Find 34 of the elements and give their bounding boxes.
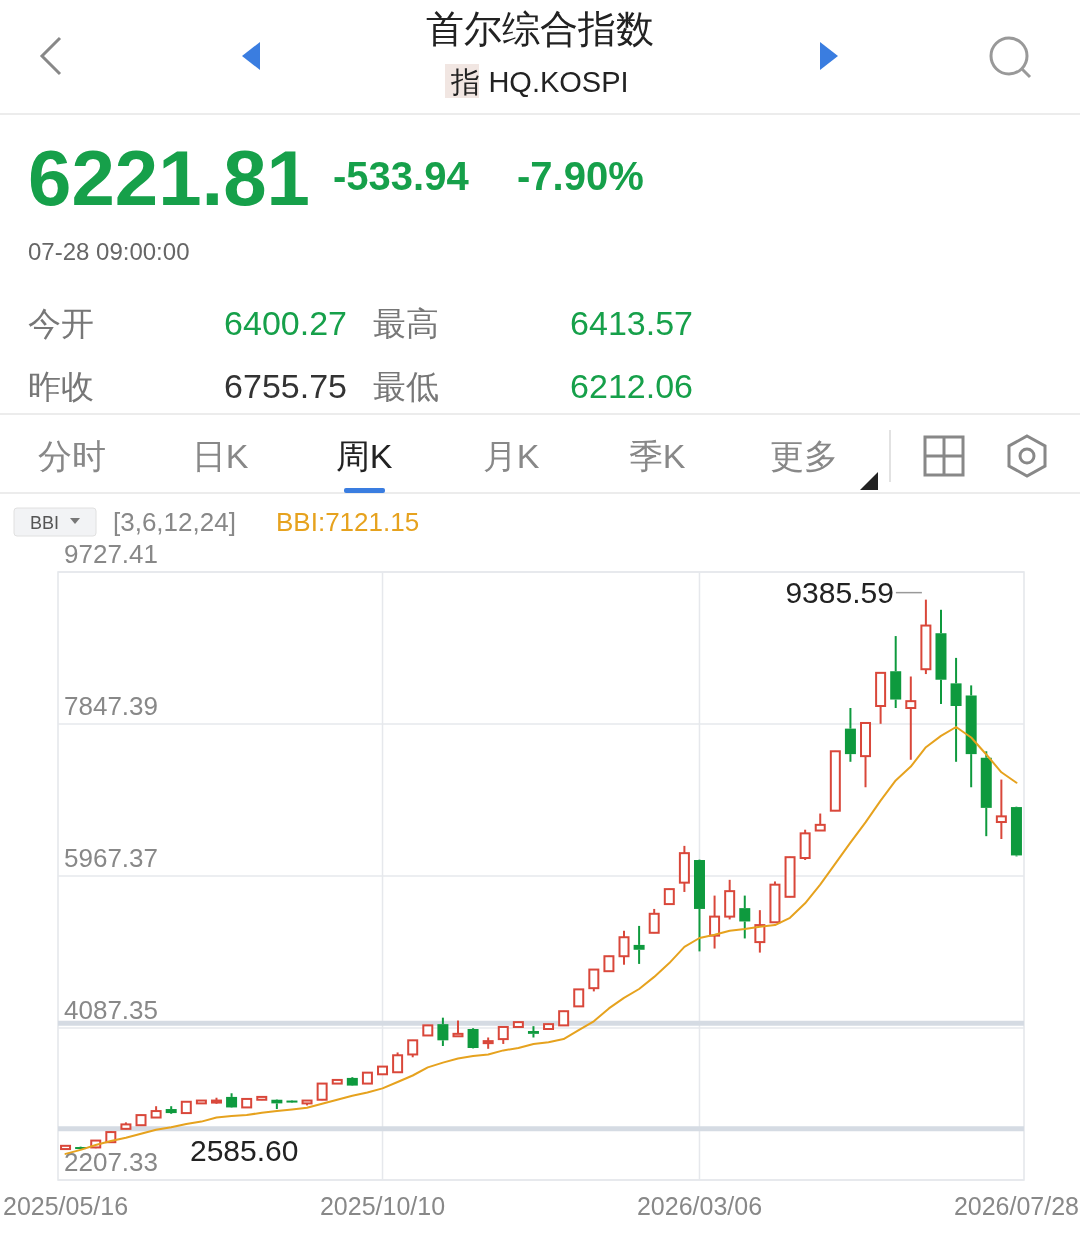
text: 6212.06: [570, 367, 693, 405]
annotation: 2585.60: [190, 1134, 299, 1168]
text: 昨收: [28, 368, 94, 405]
y-tick-label: 2207.33: [64, 1147, 158, 1177]
text: 日K: [191, 437, 249, 475]
x-tick-label: 2026/03/06: [636, 1192, 763, 1220]
text: -533.94: [333, 154, 470, 198]
text: 6221.81: [28, 134, 310, 222]
text: 6413.57: [570, 304, 693, 342]
annotation: 9385.59: [785, 575, 894, 609]
chart-title: 首尔综合指数: [426, 8, 654, 50]
chart-subtitle: 指 HQ.KOSPI: [450, 66, 629, 98]
x-tick-label: 2026/07/28: [953, 1192, 1080, 1220]
text: [3,6,12,24]: [113, 507, 236, 537]
text: -7.90%: [517, 154, 644, 198]
y-tick-label: 7847.39: [64, 691, 158, 721]
text: 6755.75: [224, 367, 347, 405]
text: 07-28 09:00:00: [28, 238, 190, 265]
y-tick-label: 4087.35: [64, 995, 158, 1025]
x-tick-label: 2025/05/16: [2, 1192, 129, 1220]
text: 6400.27: [224, 304, 347, 342]
text: BBI: [30, 513, 60, 533]
text: 今开: [28, 305, 94, 342]
text: 分时: [38, 437, 106, 475]
text: 更多: [770, 437, 838, 475]
text: 周K: [335, 437, 393, 475]
text: 季K: [628, 437, 686, 475]
text: 月K: [482, 437, 540, 475]
text: BBI:7121.15: [276, 507, 420, 537]
y-tick-label: 5967.37: [64, 843, 158, 873]
text: 最高: [373, 305, 439, 342]
y-tick-label: 9727.41: [64, 539, 158, 569]
text: 最低: [373, 368, 439, 405]
x-tick-label: 2025/10/10: [319, 1192, 446, 1220]
